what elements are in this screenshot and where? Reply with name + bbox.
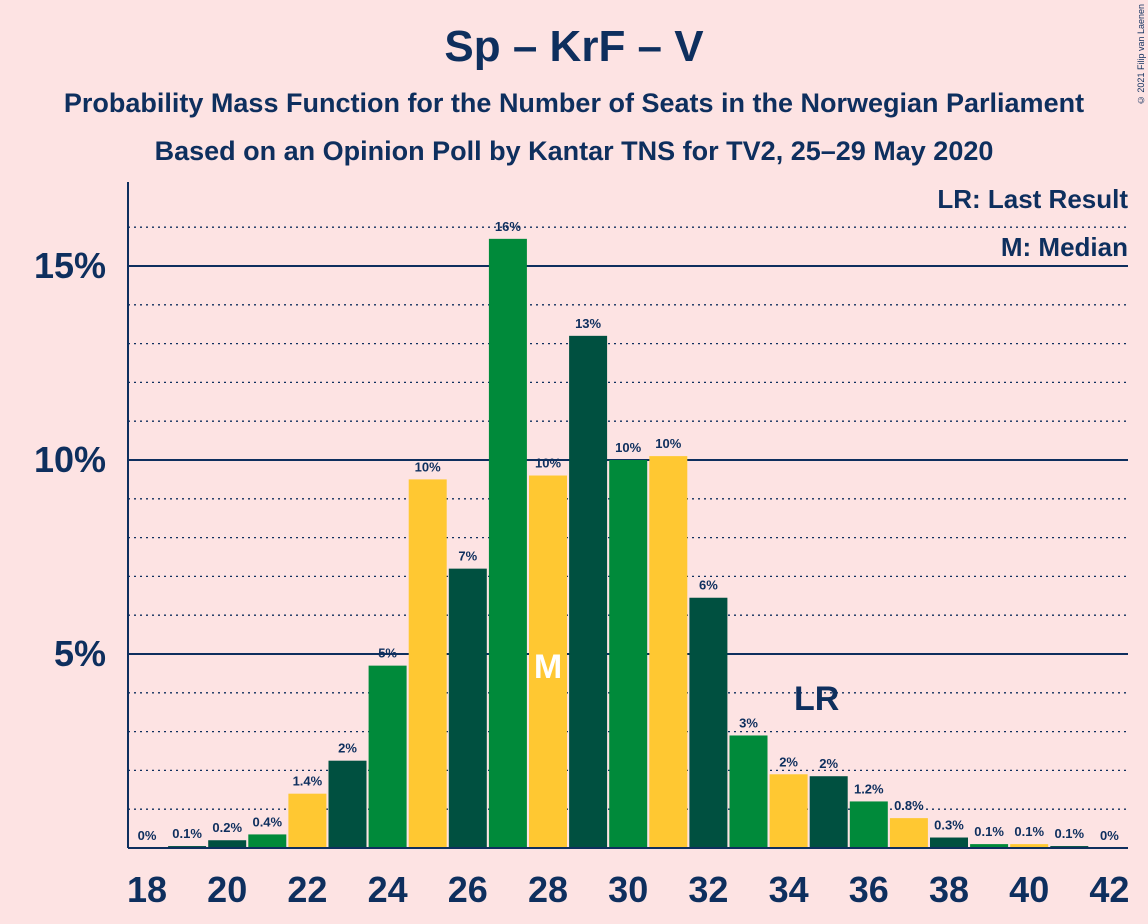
x-tick-label: 30 [608, 869, 648, 910]
bar-value-label: 1.2% [854, 781, 884, 796]
bar-value-label: 0.4% [252, 814, 282, 829]
x-tick-label: 34 [769, 869, 809, 910]
x-tick-label: 22 [287, 869, 327, 910]
bar-seat-21 [248, 834, 287, 848]
bar-value-label: 1.4% [293, 774, 323, 789]
bar-value-label: 2% [819, 756, 838, 771]
bar-value-label: 0.3% [934, 818, 964, 833]
bar-value-label: 10% [655, 436, 681, 451]
bar-value-label: 10% [535, 456, 561, 471]
chart-title: Sp – KrF – V [444, 22, 704, 71]
bar-value-label: 7% [458, 549, 477, 564]
y-tick-label: 15% [34, 245, 106, 286]
bar-value-label: 0.1% [172, 826, 202, 841]
bar-value-label: 0.1% [1054, 826, 1084, 841]
x-tick-label: 36 [849, 869, 889, 910]
last-result-marker: LR [794, 680, 839, 718]
bar-value-label: 0% [1100, 828, 1119, 843]
legend-last-result: LR: Last Result [937, 184, 1128, 214]
bar-seat-38 [930, 837, 968, 848]
y-tick-label: 10% [34, 439, 106, 480]
legend-median: M: Median [1000, 232, 1128, 262]
bar-value-label: 2% [338, 741, 357, 756]
bar-value-label: 5% [378, 646, 397, 661]
bar-value-label: 0.1% [1014, 824, 1044, 839]
median-marker: M [534, 648, 562, 686]
bar-seat-32 [689, 597, 728, 848]
bar-seat-23 [328, 760, 367, 848]
bar-seat-25 [408, 479, 447, 848]
bar-value-label: 6% [699, 578, 718, 593]
bar-seat-22 [288, 793, 327, 848]
bar-seat-37 [889, 818, 928, 848]
chart-subtitle: Probability Mass Function for the Number… [63, 88, 1085, 118]
bar-seat-28 [529, 475, 567, 848]
bar-value-label: 3% [739, 715, 758, 730]
x-tick-label: 40 [1009, 869, 1049, 910]
bar-value-label: 0% [138, 828, 157, 843]
x-tick-label: 20 [207, 869, 247, 910]
bar-seat-30 [609, 460, 648, 848]
x-tick-label: 18 [127, 869, 167, 910]
x-tick-label: 32 [688, 869, 728, 910]
x-tick-label: 28 [528, 869, 568, 910]
bar-value-label: 10% [415, 459, 441, 474]
chart-subtitle-poll: Based on an Opinion Poll by Kantar TNS f… [154, 136, 994, 166]
x-tick-label: 38 [929, 869, 969, 910]
bar-value-label: 0.2% [212, 820, 242, 835]
bar-seat-29 [569, 335, 608, 849]
bar-seat-33 [729, 735, 768, 848]
bar-seat-39 [970, 844, 1009, 848]
bar-seat-36 [849, 801, 888, 848]
bar-seat-26 [448, 568, 487, 848]
bar-value-label: 10% [615, 440, 641, 455]
bar-seat-27 [488, 238, 527, 849]
bar-seat-40 [1010, 844, 1049, 848]
bar-value-label: 0.1% [974, 824, 1004, 839]
bar-seat-31 [649, 456, 688, 848]
bar-value-label: 16% [495, 219, 521, 234]
bar-value-label: 2% [779, 754, 798, 769]
bar-seat-35 [809, 776, 848, 848]
bar-value-label: 0.8% [894, 798, 924, 813]
bar-seat-24 [368, 665, 407, 848]
bar-seat-20 [208, 840, 247, 848]
x-tick-label: 42 [1089, 869, 1129, 910]
bar-value-label: 13% [575, 316, 601, 331]
x-tick-label: 26 [448, 869, 488, 910]
x-tick-label: 24 [368, 869, 408, 910]
y-tick-label: 5% [54, 633, 106, 674]
bar-seat-34 [769, 774, 808, 848]
